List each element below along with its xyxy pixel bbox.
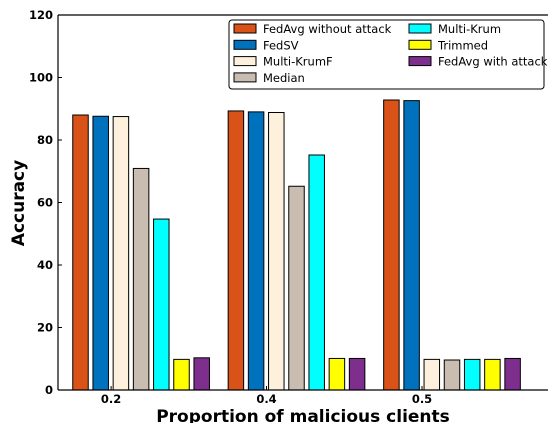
bar-median-0.2 <box>132 167 150 391</box>
y-tick-label: 60 <box>37 196 53 210</box>
legend-label: FedAvg without attack <box>263 22 392 36</box>
legend-label: Median <box>263 71 305 85</box>
x-tick-label: 0.5 <box>412 392 432 406</box>
bar-median-0.4 <box>288 185 305 391</box>
bar-multi-krumf-0.4 <box>268 112 285 391</box>
bar-multi-krumf-0.2 <box>112 116 130 391</box>
legend-frame <box>228 19 545 90</box>
legend-swatch <box>233 39 257 50</box>
legend-swatch <box>233 23 257 34</box>
bar-fedsv-0.5 <box>403 100 420 391</box>
y-tick-label: 100 <box>29 71 53 85</box>
bar-trimmed-0.4 <box>328 357 346 391</box>
y-tick-label: 0 <box>45 383 53 397</box>
legend-swatch <box>233 56 257 67</box>
bar-trimmed-0.2 <box>173 358 190 391</box>
bar-fedavg-with-attack-0.5 <box>504 357 521 391</box>
legend: FedAvg without attack FedSV Multi-KrumF Med… <box>228 19 548 90</box>
legend-label: Trimmed <box>437 38 488 52</box>
legend-label: Multi-Krum <box>438 22 501 36</box>
legend-swatch <box>408 23 432 34</box>
bar-multi-krum-0.5 <box>463 358 481 391</box>
x-tick-label: 0.2 <box>101 392 121 406</box>
bar-fedavg-without-attack-0.4 <box>227 110 245 391</box>
bar-median-0.5 <box>443 359 461 391</box>
y-tick-label: 20 <box>37 321 53 335</box>
y-tick-label: 120 <box>29 8 53 22</box>
bar-fedavg-with-attack-0.2 <box>193 357 210 391</box>
legend-swatch <box>408 39 432 50</box>
bar-multi-krumf-0.5 <box>423 358 441 391</box>
bar-multi-krum-0.4 <box>308 154 325 391</box>
legend-label: Multi-KrumF <box>263 55 333 69</box>
bar-fedsv-0.4 <box>247 111 265 391</box>
y-tick-label: 40 <box>37 258 53 272</box>
y-tick-label: 80 <box>37 133 53 147</box>
axes-layer: 0 20 40 60 80 100 120 0.2 0.4 0.5 <box>29 8 548 406</box>
legend-swatch <box>408 56 432 67</box>
x-axis-title: Proportion of malicious clients <box>156 407 450 423</box>
bars-layer <box>72 99 521 391</box>
bar-fedavg-with-attack-0.4 <box>348 357 366 391</box>
legend-swatch <box>233 72 257 83</box>
bar-fedavg-without-attack-0.5 <box>383 99 400 391</box>
y-axis-title: Accuracy <box>9 160 29 246</box>
bar-fedsv-0.2 <box>92 115 109 391</box>
bar-trimmed-0.5 <box>484 358 501 391</box>
legend-label: FedSV <box>263 38 299 52</box>
bar-multi-krum-0.2 <box>153 218 170 391</box>
legend-label: FedAvg with attack <box>438 55 548 69</box>
x-tick-label: 0.4 <box>256 392 276 406</box>
bar-fedavg-without-attack-0.2 <box>72 114 89 391</box>
